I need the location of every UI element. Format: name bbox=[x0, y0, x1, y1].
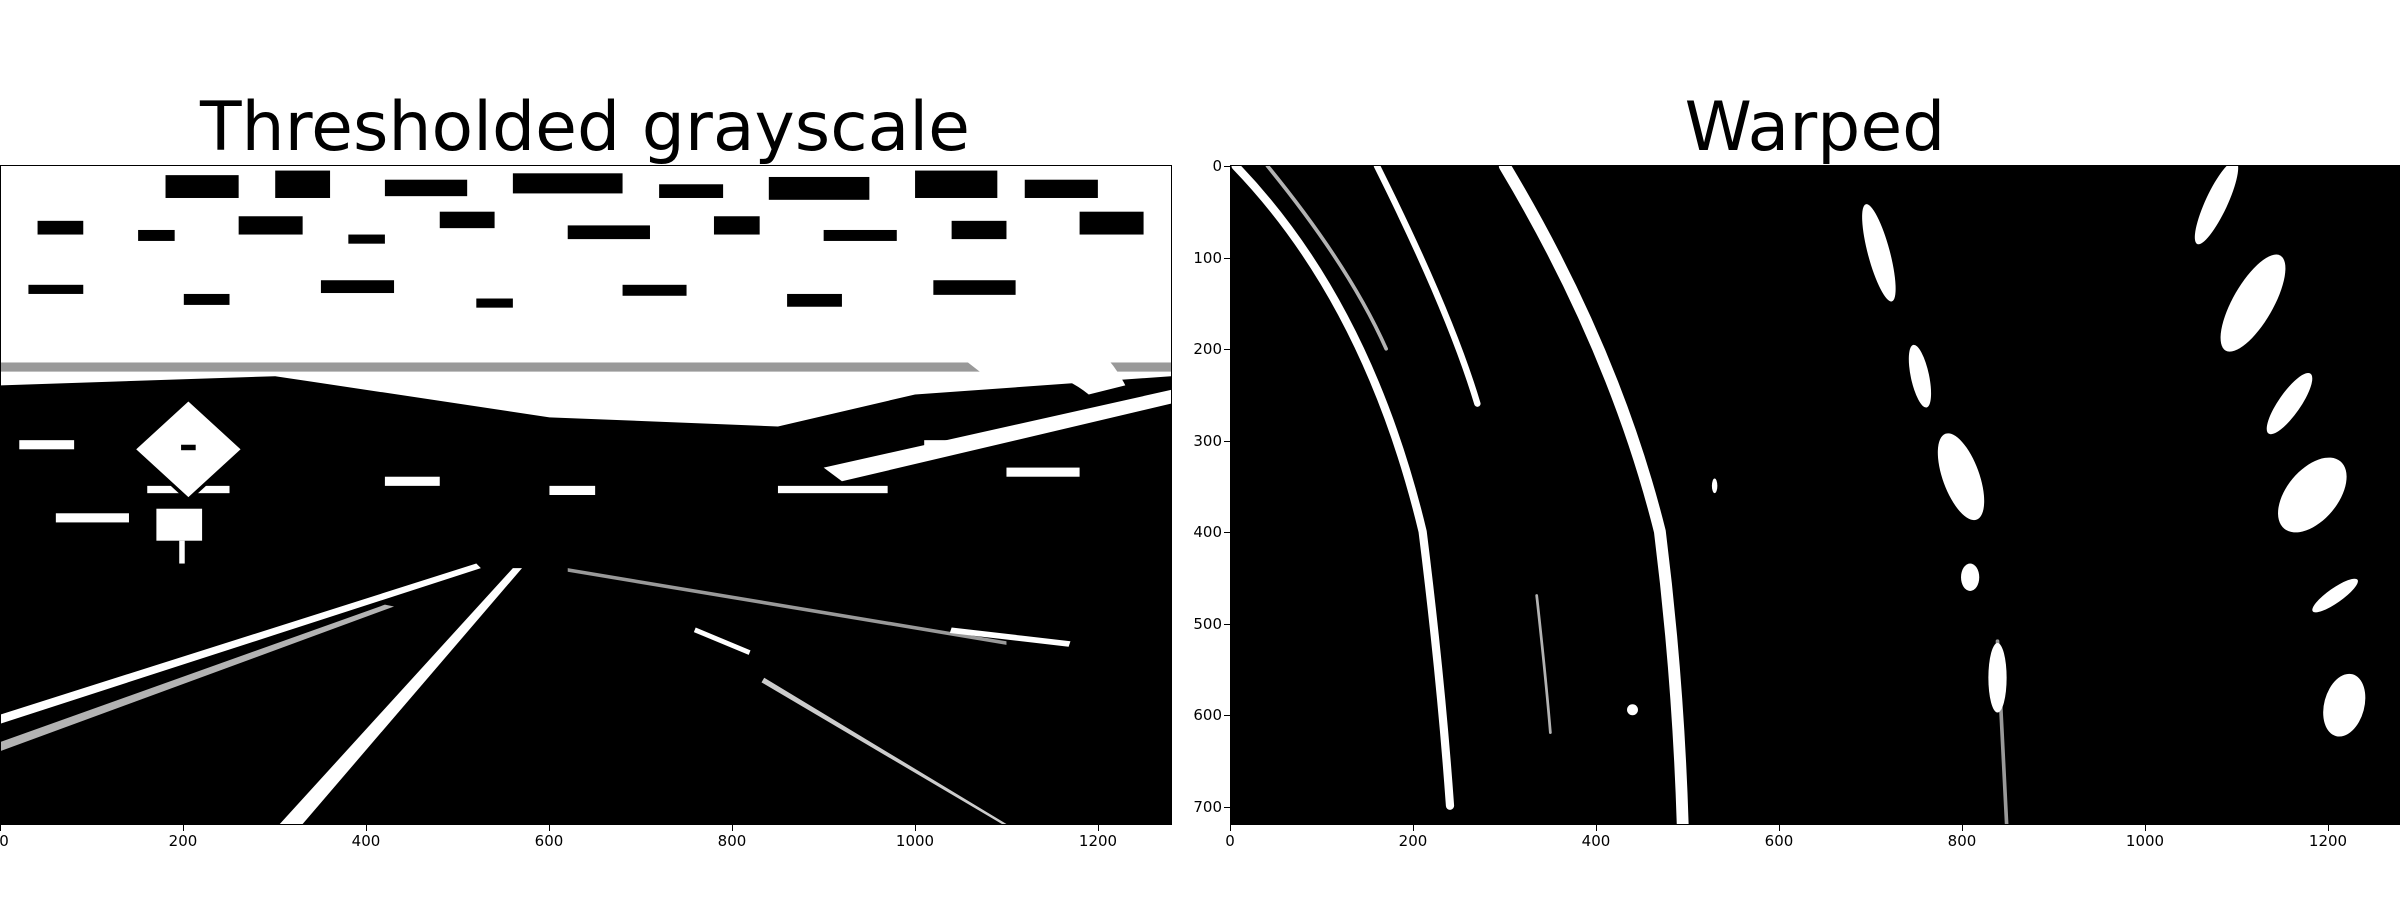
x-tick-label: 0 bbox=[1225, 832, 1235, 850]
x-tick-label: 800 bbox=[1947, 832, 1977, 850]
x-tick-mark bbox=[0, 825, 1, 831]
y-tick-mark bbox=[1224, 441, 1230, 442]
y-tick-mark bbox=[1224, 715, 1230, 716]
x-tick-label: 400 bbox=[351, 832, 381, 850]
right-panel: Warped bbox=[1190, 0, 2400, 900]
x-tick-mark bbox=[1413, 825, 1414, 831]
x-tick-label: 1200 bbox=[1078, 832, 1118, 850]
x-tick-label: 1000 bbox=[895, 832, 935, 850]
y-tick-mark bbox=[1224, 166, 1230, 167]
x-tick-mark bbox=[1962, 825, 1963, 831]
warped-image-graphic bbox=[1231, 166, 2399, 824]
x-tick-label: 800 bbox=[717, 832, 747, 850]
x-tick-label: 0 bbox=[0, 832, 9, 850]
thresholded-image-graphic bbox=[1, 166, 1171, 824]
warped-image bbox=[1230, 165, 2400, 825]
x-tick-label: 1200 bbox=[2308, 832, 2348, 850]
y-tick-mark bbox=[1224, 258, 1230, 259]
x-tick-mark bbox=[915, 825, 916, 831]
x-tick-mark bbox=[549, 825, 550, 831]
x-tick-mark bbox=[1596, 825, 1597, 831]
x-tick-label: 1000 bbox=[2125, 832, 2165, 850]
x-tick-label: 600 bbox=[1764, 832, 1794, 850]
y-tick-mark bbox=[1224, 807, 1230, 808]
x-tick-mark bbox=[1230, 825, 1231, 831]
y-tick-label: 300 bbox=[1193, 432, 1222, 450]
x-tick-mark bbox=[1098, 825, 1099, 831]
x-tick-label: 200 bbox=[1398, 832, 1428, 850]
y-tick-label: 500 bbox=[1193, 615, 1222, 633]
x-tick-label: 400 bbox=[1581, 832, 1611, 850]
y-tick-mark bbox=[1224, 624, 1230, 625]
right-panel-title: Warped bbox=[1684, 88, 1946, 167]
x-tick-mark bbox=[2145, 825, 2146, 831]
y-tick-label: 700 bbox=[1193, 798, 1222, 816]
y-tick-label: 600 bbox=[1193, 706, 1222, 724]
y-tick-mark bbox=[1224, 349, 1230, 350]
y-tick-label: 400 bbox=[1193, 523, 1222, 541]
x-tick-mark bbox=[366, 825, 367, 831]
y-tick-label: 200 bbox=[1193, 340, 1222, 358]
x-tick-mark bbox=[2328, 825, 2329, 831]
y-tick-mark bbox=[1224, 532, 1230, 533]
left-panel: Thresholded grayscale bbox=[0, 0, 1190, 900]
left-panel-title: Thresholded grayscale bbox=[200, 88, 970, 167]
x-tick-label: 600 bbox=[534, 832, 564, 850]
y-tick-label: 0 bbox=[1212, 157, 1222, 175]
x-tick-label: 200 bbox=[168, 832, 198, 850]
thresholded-image bbox=[0, 165, 1172, 825]
y-tick-label: 100 bbox=[1193, 249, 1222, 267]
x-tick-mark bbox=[183, 825, 184, 831]
x-tick-mark bbox=[732, 825, 733, 831]
x-tick-mark bbox=[1779, 825, 1780, 831]
